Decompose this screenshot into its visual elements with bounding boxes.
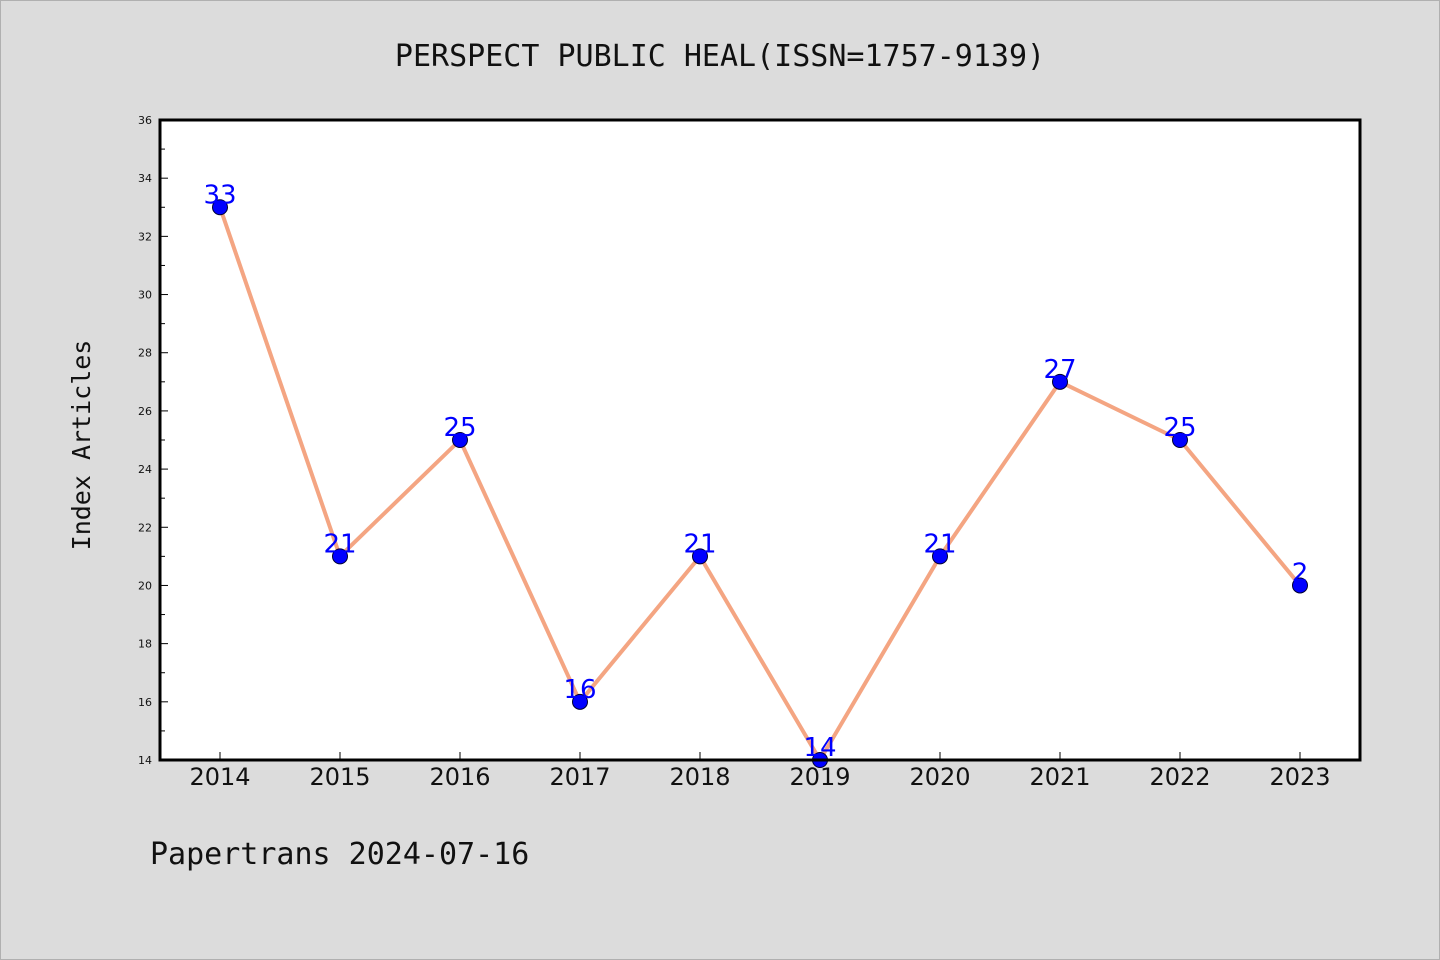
y-tick-label: 36 (138, 114, 152, 127)
data-point (692, 548, 708, 565)
x-tick-label: 2022 (1149, 763, 1210, 791)
data-point (212, 199, 228, 216)
y-tick-label: 20 (138, 579, 152, 592)
data-point (1292, 577, 1308, 594)
plot-frame (158, 118, 1362, 762)
x-tick-label: 2020 (909, 763, 970, 791)
y-tick-label: 30 (138, 289, 152, 302)
footer-text: Papertrans 2024-07-16 (150, 837, 529, 872)
data-label: 33 (203, 180, 236, 210)
data-label: 2 (1292, 558, 1309, 588)
chart-title: PERSPECT PUBLIC HEAL(ISSN=1757-9139) (395, 39, 1045, 74)
data-point (1052, 373, 1068, 390)
series-line-group (212, 199, 1308, 768)
data-point (932, 548, 948, 565)
y-tick-label: 16 (138, 696, 152, 709)
data-label: 14 (803, 733, 836, 763)
x-tick-label: 2015 (309, 763, 370, 791)
plot-area (160, 120, 1360, 760)
data-point (332, 548, 348, 565)
y-tick-label: 24 (138, 463, 152, 476)
x-tick-label: 2014 (189, 763, 250, 791)
y-tick-label: 18 (138, 638, 152, 651)
data-point (452, 432, 468, 448)
x-tick-label: 2023 (1269, 763, 1330, 791)
x-tick-label: 2016 (429, 763, 490, 791)
y-tick-label: 32 (138, 230, 152, 243)
y-axis: 14 16 18 20 22 24 26 28 30 32 34 36 (138, 114, 168, 767)
data-point (1172, 432, 1188, 448)
data-label: 25 (1163, 413, 1196, 443)
data-label: 25 (443, 413, 476, 443)
y-tick-label: 28 (138, 347, 152, 360)
data-label: 21 (923, 529, 956, 559)
data-label-group: 33 21 25 16 21 14 21 27 25 2 (203, 180, 1308, 763)
y-tick-label: 22 (138, 521, 152, 534)
y-tick-label: 14 (138, 754, 152, 767)
x-tick-label: 2017 (549, 763, 610, 791)
y-tick-label: 34 (138, 172, 152, 185)
series-line (218, 206, 1302, 762)
data-label: 21 (323, 529, 356, 559)
y-tick-label: 26 (138, 405, 152, 418)
data-point (572, 693, 588, 710)
x-tick-label: 2018 (669, 763, 730, 791)
x-tick-label: 2021 (1029, 763, 1090, 791)
data-label: 21 (683, 529, 716, 559)
data-label: 27 (1043, 355, 1076, 385)
data-label: 16 (563, 675, 596, 705)
y-axis-label: Index Articles (67, 340, 96, 551)
